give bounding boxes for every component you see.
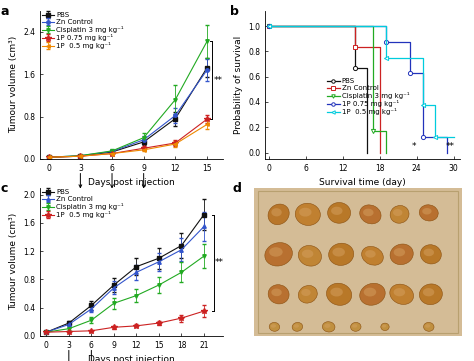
- Ellipse shape: [393, 288, 405, 296]
- Text: d: d: [233, 182, 242, 195]
- Ellipse shape: [420, 245, 441, 264]
- Ellipse shape: [360, 283, 385, 305]
- Ellipse shape: [328, 203, 351, 223]
- Y-axis label: Probability of survival: Probability of survival: [234, 36, 243, 134]
- Ellipse shape: [393, 248, 405, 256]
- Ellipse shape: [292, 322, 302, 331]
- Ellipse shape: [331, 206, 343, 215]
- Ellipse shape: [265, 243, 292, 266]
- Ellipse shape: [269, 247, 283, 257]
- Text: **: **: [215, 258, 224, 267]
- Legend: PBS, Zn Control, Cisplatin 3 mg kg⁻¹, 1P  0.5 mg kg⁻¹: PBS, Zn Control, Cisplatin 3 mg kg⁻¹, 1P…: [42, 189, 124, 218]
- Ellipse shape: [268, 204, 289, 225]
- Ellipse shape: [364, 288, 376, 296]
- Text: b: b: [230, 5, 239, 18]
- Text: c: c: [0, 182, 8, 195]
- X-axis label: Days post injection: Days post injection: [88, 178, 175, 187]
- Legend: PBS, Zn Control, Cisplatin 3 mg kg⁻¹, 1P 0.75 mg kg⁻¹, 1P  0.5 mg kg⁻¹: PBS, Zn Control, Cisplatin 3 mg kg⁻¹, 1P…: [42, 12, 124, 49]
- Ellipse shape: [360, 205, 381, 224]
- Ellipse shape: [294, 324, 299, 328]
- Legend: PBS, Zn Control, Cisplatin 3 mg kg⁻¹, 1P 0.75 mg kg⁻¹, 1P  0.5 mg kg⁻¹: PBS, Zn Control, Cisplatin 3 mg kg⁻¹, 1P…: [327, 78, 410, 115]
- X-axis label: Days post injection: Days post injection: [88, 355, 175, 361]
- Ellipse shape: [302, 249, 313, 258]
- Ellipse shape: [298, 245, 321, 266]
- Ellipse shape: [419, 284, 442, 305]
- Ellipse shape: [390, 205, 409, 223]
- Ellipse shape: [424, 249, 434, 256]
- Text: **: **: [446, 142, 455, 151]
- Ellipse shape: [330, 288, 343, 296]
- Ellipse shape: [271, 324, 276, 328]
- Ellipse shape: [423, 288, 434, 296]
- Ellipse shape: [422, 208, 432, 214]
- Ellipse shape: [390, 284, 413, 304]
- Ellipse shape: [419, 205, 438, 221]
- Ellipse shape: [327, 283, 352, 305]
- Ellipse shape: [301, 289, 310, 296]
- Ellipse shape: [298, 286, 317, 303]
- Ellipse shape: [295, 203, 320, 226]
- Ellipse shape: [365, 250, 376, 258]
- Ellipse shape: [351, 322, 361, 331]
- Y-axis label: Tumour volume (cm³): Tumour volume (cm³): [9, 36, 18, 134]
- Ellipse shape: [328, 243, 354, 265]
- Ellipse shape: [382, 325, 386, 327]
- Ellipse shape: [299, 208, 311, 217]
- Ellipse shape: [425, 324, 430, 328]
- Ellipse shape: [393, 209, 402, 216]
- Y-axis label: Tumour volume (cm³): Tumour volume (cm³): [9, 213, 18, 310]
- X-axis label: Survival time (day): Survival time (day): [319, 178, 406, 187]
- Ellipse shape: [271, 288, 282, 296]
- Ellipse shape: [390, 244, 413, 265]
- Ellipse shape: [271, 208, 282, 217]
- Text: **: **: [213, 76, 222, 85]
- Ellipse shape: [324, 324, 330, 328]
- Ellipse shape: [381, 323, 389, 331]
- Ellipse shape: [268, 285, 289, 304]
- Text: *: *: [411, 142, 416, 151]
- Ellipse shape: [424, 322, 434, 331]
- Ellipse shape: [332, 248, 345, 257]
- Ellipse shape: [322, 322, 335, 332]
- Text: a: a: [0, 5, 9, 18]
- Ellipse shape: [269, 322, 280, 331]
- Ellipse shape: [352, 324, 357, 328]
- FancyBboxPatch shape: [258, 191, 458, 333]
- Ellipse shape: [362, 247, 383, 265]
- Ellipse shape: [363, 209, 374, 216]
